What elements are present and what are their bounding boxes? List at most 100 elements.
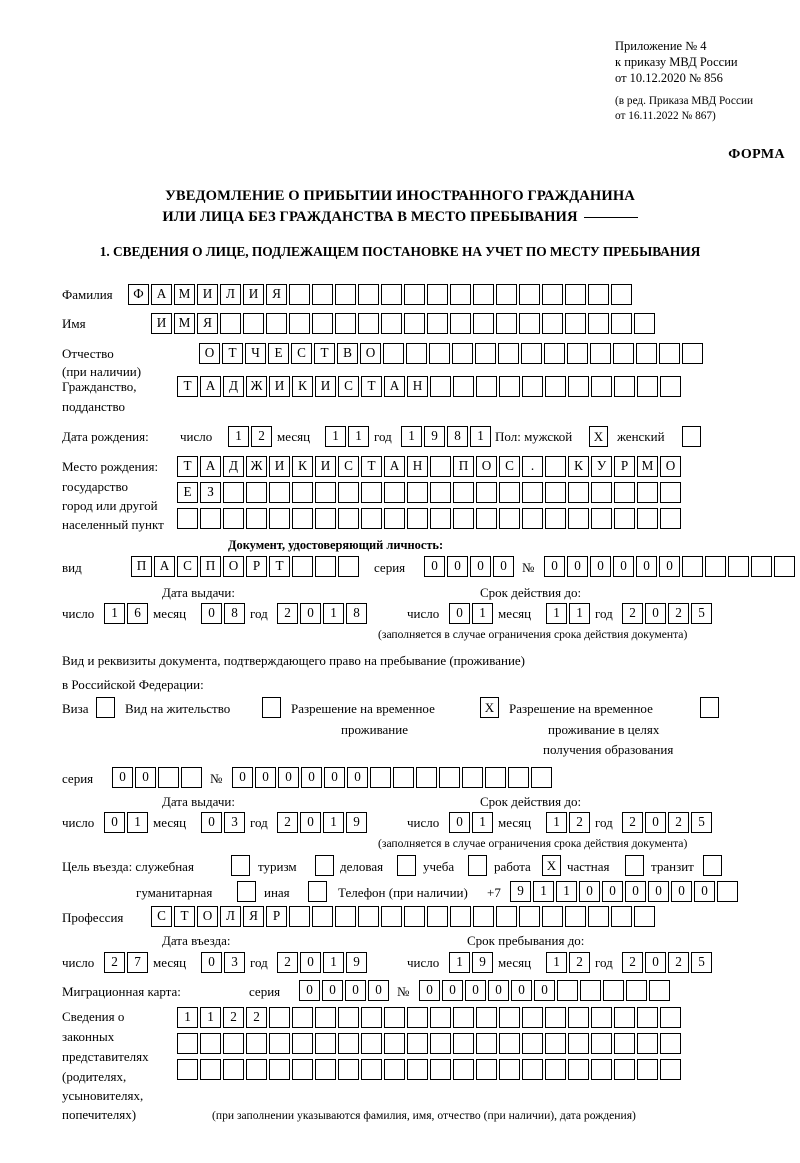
char-cell[interactable]: 8 [346, 603, 367, 624]
char-cell[interactable]: 0 [659, 556, 680, 577]
char-cell[interactable] [531, 767, 552, 788]
char-cell[interactable] [453, 508, 474, 529]
char-cell[interactable] [717, 881, 738, 902]
residence-permit-checkbox[interactable] [262, 697, 281, 718]
char-cell[interactable] [220, 313, 241, 334]
char-cell[interactable] [177, 508, 198, 529]
char-cell[interactable] [557, 980, 578, 1001]
char-cell[interactable] [634, 906, 655, 927]
char-cell[interactable]: 1 [323, 952, 344, 973]
char-cell[interactable] [591, 482, 612, 503]
purpose-tourism-checkbox[interactable] [315, 855, 334, 876]
char-cell[interactable] [522, 1059, 543, 1080]
char-cell[interactable] [338, 508, 359, 529]
char-cell[interactable] [177, 1033, 198, 1054]
char-cell[interactable] [476, 1059, 497, 1080]
char-cell[interactable]: Т [314, 343, 335, 364]
char-cell[interactable] [439, 767, 460, 788]
char-cell[interactable]: О [199, 343, 220, 364]
purpose-other-checkbox[interactable] [308, 881, 327, 902]
char-cell[interactable] [660, 1059, 681, 1080]
char-cell[interactable]: 0 [590, 556, 611, 577]
char-cell[interactable] [542, 906, 563, 927]
char-cell[interactable]: 1 [470, 426, 491, 447]
char-cell[interactable] [522, 482, 543, 503]
sex-female-checkbox[interactable] [682, 426, 701, 447]
char-cell[interactable] [335, 906, 356, 927]
char-cell[interactable] [496, 906, 517, 927]
char-cell[interactable]: Я [243, 906, 264, 927]
char-cell[interactable]: И [243, 284, 264, 305]
char-cell[interactable] [200, 508, 221, 529]
char-cell[interactable]: С [151, 906, 172, 927]
char-cell[interactable] [476, 482, 497, 503]
char-cell[interactable]: 0 [347, 767, 368, 788]
char-cell[interactable] [568, 376, 589, 397]
char-cell[interactable] [407, 508, 428, 529]
char-cell[interactable] [614, 1033, 635, 1054]
char-cell[interactable]: 0 [579, 881, 600, 902]
char-cell[interactable] [659, 343, 680, 364]
char-cell[interactable] [660, 482, 681, 503]
char-cell[interactable] [289, 906, 310, 927]
char-cell[interactable] [246, 1059, 267, 1080]
char-cell[interactable] [404, 313, 425, 334]
char-cell[interactable] [565, 906, 586, 927]
char-cell[interactable]: Р [246, 556, 267, 577]
char-cell[interactable]: 1 [533, 881, 554, 902]
char-cell[interactable] [450, 906, 471, 927]
char-cell[interactable] [430, 482, 451, 503]
char-cell[interactable] [485, 767, 506, 788]
char-cell[interactable] [269, 1007, 290, 1028]
char-cell[interactable] [591, 1059, 612, 1080]
char-cell[interactable]: 0 [534, 980, 555, 1001]
char-cell[interactable] [292, 1007, 313, 1028]
char-cell[interactable] [430, 1059, 451, 1080]
char-cell[interactable] [269, 1033, 290, 1054]
char-cell[interactable] [542, 284, 563, 305]
char-cell[interactable]: 0 [465, 980, 486, 1001]
char-cell[interactable] [637, 508, 658, 529]
char-cell[interactable] [544, 343, 565, 364]
char-cell[interactable] [381, 313, 402, 334]
char-cell[interactable]: З [200, 482, 221, 503]
char-cell[interactable] [358, 313, 379, 334]
char-cell[interactable] [496, 313, 517, 334]
char-cell[interactable]: Ж [246, 376, 267, 397]
char-cell[interactable] [158, 767, 179, 788]
char-cell[interactable] [384, 508, 405, 529]
char-cell[interactable]: Н [407, 376, 428, 397]
char-cell[interactable] [289, 313, 310, 334]
char-cell[interactable]: 1 [546, 603, 567, 624]
char-cell[interactable] [603, 980, 624, 1001]
char-cell[interactable] [473, 284, 494, 305]
char-cell[interactable]: 0 [470, 556, 491, 577]
char-cell[interactable]: Я [266, 284, 287, 305]
char-cell[interactable]: И [269, 376, 290, 397]
char-cell[interactable] [453, 376, 474, 397]
char-cell[interactable] [637, 1033, 658, 1054]
char-cell[interactable]: 2 [223, 1007, 244, 1028]
char-cell[interactable]: 0 [345, 980, 366, 1001]
char-cell[interactable]: 8 [447, 426, 468, 447]
char-cell[interactable]: 0 [493, 556, 514, 577]
char-cell[interactable]: 2 [277, 952, 298, 973]
char-cell[interactable]: П [200, 556, 221, 577]
char-cell[interactable] [542, 313, 563, 334]
char-cell[interactable] [430, 1033, 451, 1054]
char-cell[interactable] [545, 508, 566, 529]
char-cell[interactable] [292, 508, 313, 529]
legal-rep-input-row2[interactable] [177, 1033, 681, 1054]
char-cell[interactable] [476, 1033, 497, 1054]
char-cell[interactable]: 0 [625, 881, 646, 902]
char-cell[interactable] [637, 482, 658, 503]
char-cell[interactable] [430, 1007, 451, 1028]
char-cell[interactable] [705, 556, 726, 577]
